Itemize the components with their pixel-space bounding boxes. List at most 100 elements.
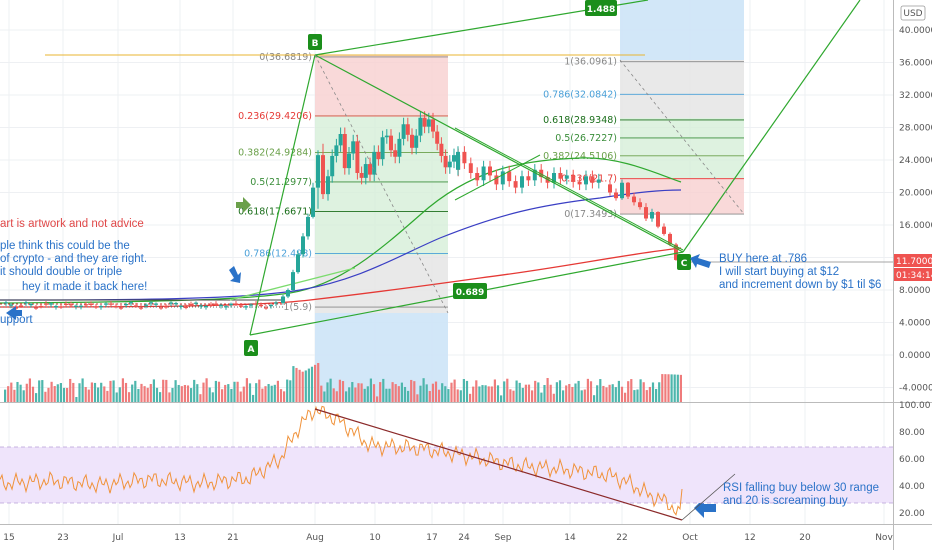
pattern-point-a[interactable]: A — [244, 340, 258, 356]
volume-bar — [400, 382, 403, 402]
volume-bar — [152, 379, 155, 402]
volume-bar — [304, 370, 307, 402]
volume-bar — [434, 381, 438, 402]
volume-bar — [379, 382, 382, 402]
volume-bar — [605, 387, 608, 402]
volume-bar — [602, 385, 605, 402]
volume-bar — [289, 380, 292, 402]
candle — [311, 182, 315, 219]
volume-bar — [183, 384, 186, 402]
volume-bar — [332, 388, 335, 402]
volume-bar — [651, 382, 655, 402]
candle — [494, 169, 499, 191]
candle — [301, 233, 305, 258]
time-axis[interactable]: 15 23 Jul 13 21 Aug 10 17 24 Sep 14 22 Oct 12 20 Nov — [3, 533, 893, 543]
candle — [462, 146, 467, 169]
countdown-label: 01:34:14 — [894, 268, 932, 281]
candle — [614, 188, 618, 201]
time-tick-label: 13 — [174, 533, 185, 543]
volume-bar — [177, 384, 180, 402]
volume-bar — [292, 366, 295, 402]
candle — [184, 304, 188, 310]
volume-bar — [224, 384, 227, 402]
volume-bar — [447, 389, 450, 402]
candle — [443, 149, 448, 174]
volume-bar — [670, 374, 673, 402]
price-tick-label: 40.0000 — [899, 26, 932, 36]
volume-bar — [453, 379, 456, 402]
fib-zone-red-right — [620, 178, 744, 214]
price-tick-label: 28.0000 — [899, 124, 932, 134]
volume-bar — [97, 387, 100, 402]
candle — [134, 302, 138, 308]
note-buy-786: BUY here at .786 — [719, 253, 807, 265]
candle — [244, 305, 248, 310]
volume-bar — [84, 387, 87, 402]
candles[interactable] — [4, 111, 678, 310]
volume-bar — [351, 382, 354, 402]
volume-bar — [106, 390, 109, 402]
price-tick-label: 36.0000 — [899, 59, 932, 69]
time-tick-label: 22 — [616, 533, 627, 543]
rsi-axis[interactable]: 100.00 80.00 60.00 40.00 20.00 — [899, 401, 931, 519]
volume-bar — [534, 380, 537, 402]
pattern-point-c[interactable]: C — [677, 254, 691, 270]
candle — [89, 301, 93, 307]
candle — [259, 302, 263, 308]
volume-bar — [679, 374, 682, 402]
candle — [456, 146, 460, 176]
candle — [49, 302, 53, 308]
ma-green-line — [0, 157, 682, 304]
volume-bar — [50, 381, 53, 402]
volume-bar — [531, 390, 534, 402]
fib-left-level-label: 0.382(24.9284) — [238, 147, 312, 158]
candle — [632, 192, 636, 206]
candle — [19, 302, 23, 308]
svg-text:B: B — [312, 39, 319, 49]
volume-bar — [667, 374, 670, 402]
fib-right-level-label: 0.618(28.9348) — [543, 115, 617, 126]
candle — [656, 211, 660, 229]
volume-bar — [180, 386, 183, 402]
candle — [104, 302, 108, 308]
volume-bar — [403, 386, 407, 402]
fib-zone-green — [315, 115, 448, 255]
candle — [224, 304, 228, 310]
candle — [418, 111, 423, 143]
arrow-down-right-blue-icon — [229, 266, 241, 283]
note-rsi-1: RSI falling buy below 30 range — [723, 482, 879, 494]
candle — [662, 223, 666, 236]
time-tick-label: 20 — [799, 533, 811, 543]
candle — [397, 132, 402, 164]
volume-bar — [428, 390, 431, 402]
ratio-tag-1488[interactable]: 1.488 — [585, 0, 617, 16]
volume-bar — [242, 386, 245, 402]
candle — [626, 181, 630, 199]
candle — [269, 303, 273, 309]
candle — [239, 303, 243, 308]
time-tick-label: 10 — [369, 533, 381, 543]
volume-bar — [500, 395, 503, 402]
volume-bar — [19, 384, 22, 402]
volume-bar — [555, 382, 558, 402]
volume-bar — [540, 392, 543, 402]
note-crypto-3: it should double or triple — [0, 266, 122, 278]
volume-bar — [78, 383, 81, 402]
volume-bar — [196, 384, 199, 402]
candle — [54, 304, 58, 310]
volume-bar — [593, 395, 596, 402]
volume-bar — [267, 384, 270, 402]
descending-trendline — [454, 127, 684, 251]
candle — [219, 303, 223, 309]
volume-bar — [345, 391, 348, 402]
svg-text:0.689: 0.689 — [456, 288, 484, 298]
pattern-point-b[interactable]: B — [308, 34, 322, 50]
ratio-tag-0689[interactable]: 0.689 — [453, 283, 487, 299]
candle — [342, 127, 347, 175]
candle — [64, 301, 68, 307]
volume-bar — [372, 384, 376, 402]
currency-badge[interactable]: USD — [900, 5, 926, 21]
candle — [564, 169, 569, 185]
price-axis[interactable]: 40.0000 36.0000 32.0000 28.0000 24.0000 20.00… — [899, 26, 932, 394]
